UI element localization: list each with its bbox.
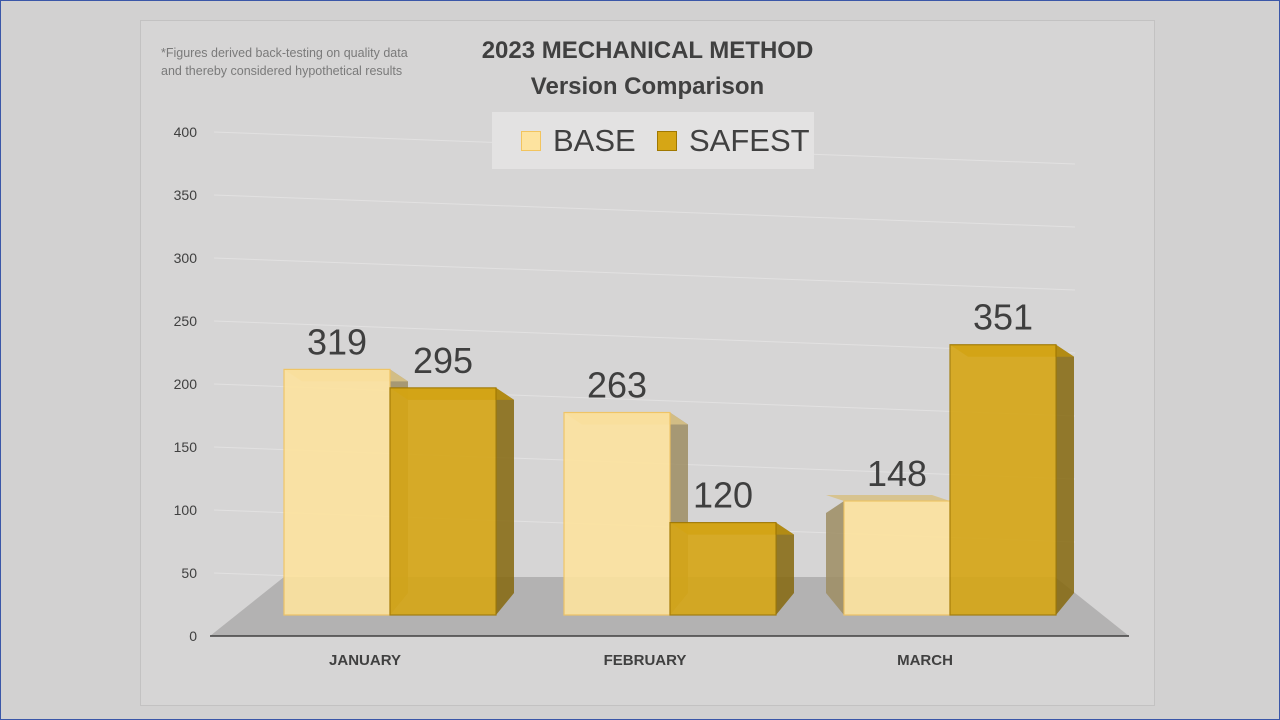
x-tick-label: FEBRUARY bbox=[604, 652, 687, 669]
legend-swatch-base bbox=[521, 130, 541, 151]
y-tick-label: 0 bbox=[189, 628, 197, 644]
legend-swatch-safest bbox=[657, 130, 677, 151]
y-tick-label: 200 bbox=[174, 376, 198, 392]
legend-label-safest: SAFEST bbox=[689, 122, 810, 158]
y-tick-label: 300 bbox=[174, 250, 198, 266]
y-tick-label: 100 bbox=[174, 502, 198, 518]
gridline bbox=[213, 320, 1076, 354]
bar-side-safest-january bbox=[496, 387, 514, 615]
bar-safest-march bbox=[949, 344, 1057, 616]
bar-side-safest-march bbox=[1056, 344, 1074, 615]
bar-base-february bbox=[563, 411, 671, 616]
bar-side-base-march bbox=[826, 501, 844, 615]
data-label-base-march: 148 bbox=[867, 453, 927, 494]
legend-item-base: BASE bbox=[521, 112, 636, 169]
data-label-safest-february: 120 bbox=[693, 475, 753, 516]
y-tick-label: 250 bbox=[174, 313, 198, 329]
x-tick-label: JANUARY bbox=[329, 652, 401, 669]
bar-safest-january bbox=[389, 387, 497, 616]
x-tick-label: MARCH bbox=[897, 652, 953, 669]
legend-item-safest: SAFEST bbox=[657, 112, 810, 169]
footnote: *Figures derived back-testing on quality… bbox=[161, 44, 461, 80]
bar-safest-february bbox=[669, 521, 777, 616]
data-label-base-february: 263 bbox=[587, 364, 647, 405]
legend: BASE SAFEST bbox=[492, 112, 814, 169]
data-label-base-january: 319 bbox=[307, 321, 367, 362]
y-tick-label: 400 bbox=[174, 124, 198, 140]
data-label-safest-march: 351 bbox=[973, 297, 1033, 338]
y-tick-label: 150 bbox=[174, 439, 198, 455]
data-label-safest-january: 295 bbox=[413, 340, 473, 381]
chart-title: 2023 MECHANICAL METHOD bbox=[481, 37, 814, 64]
legend-label-base: BASE bbox=[553, 122, 636, 158]
bar-side-safest-february bbox=[776, 522, 794, 615]
y-tick-label: 50 bbox=[181, 565, 197, 581]
bar-base-january bbox=[283, 368, 391, 616]
gridline bbox=[213, 194, 1076, 228]
chart-title-block: 2023 MECHANICAL METHOD Version Compariso… bbox=[420, 33, 875, 105]
chart-subtitle: Version Comparison bbox=[530, 73, 765, 100]
footnote-line-1: *Figures derived back-testing on quality… bbox=[161, 46, 408, 60]
gridline bbox=[213, 257, 1076, 291]
footnote-line-2: and thereby considered hypothetical resu… bbox=[161, 64, 403, 78]
bar-top-base-march bbox=[826, 495, 950, 502]
bar-base-march bbox=[843, 500, 951, 616]
y-tick-label: 350 bbox=[174, 187, 198, 203]
